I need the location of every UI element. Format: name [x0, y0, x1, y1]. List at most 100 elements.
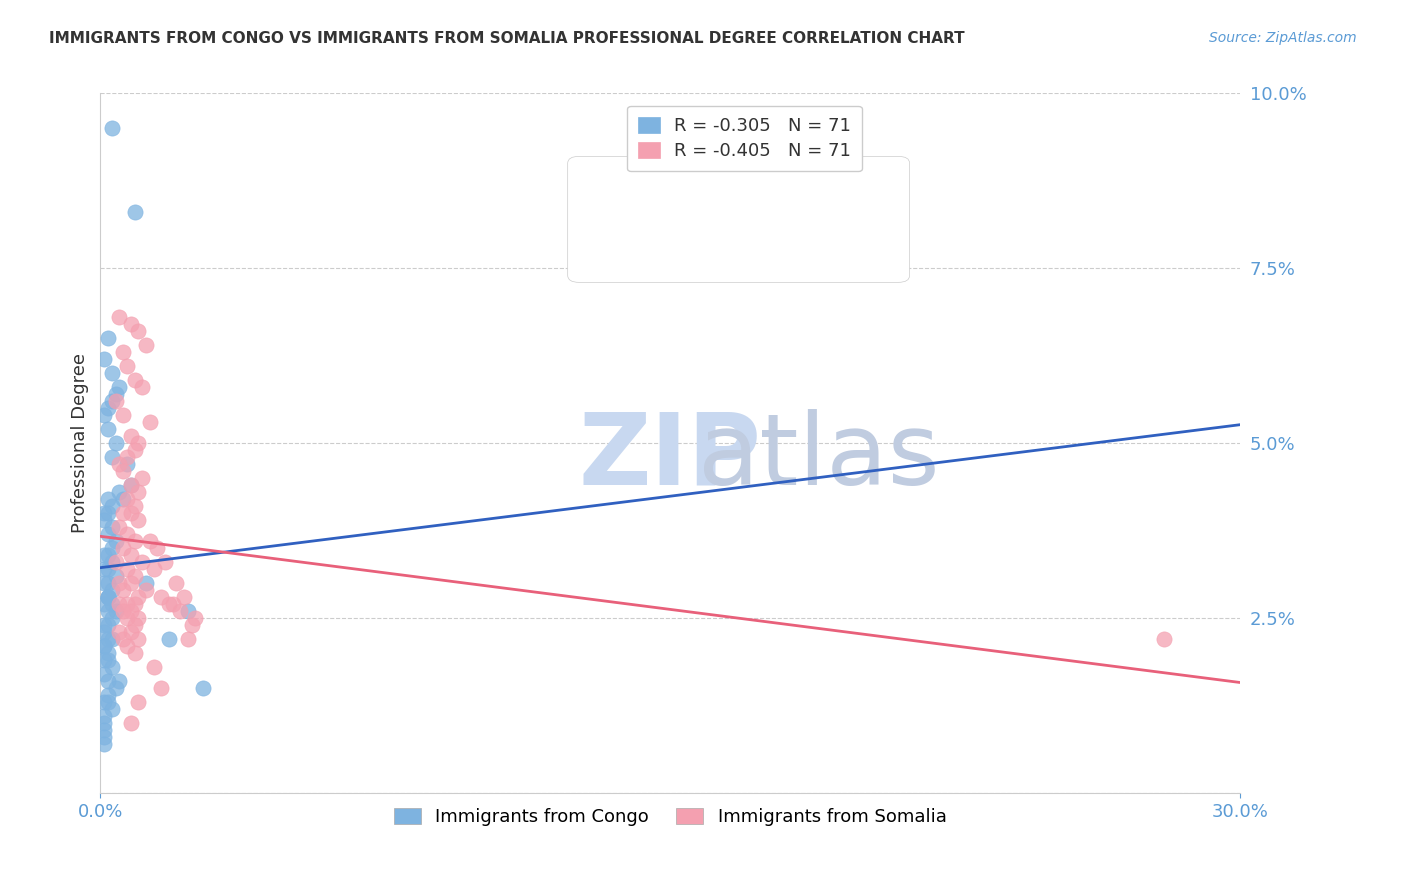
Point: [135, 583, 157, 598]
Point: [100, 583, 122, 598]
Point: [142, 562, 165, 576]
FancyBboxPatch shape: [568, 156, 910, 283]
Point: [108, 310, 131, 325]
Point: [120, 604, 142, 618]
Text: atlas: atlas: [697, 409, 939, 506]
Point: [100, 500, 122, 514]
Point: [97, 576, 120, 591]
Point: [108, 576, 131, 591]
Point: [124, 618, 146, 632]
Point: [97, 549, 120, 563]
Point: [112, 583, 135, 598]
Point: [100, 367, 122, 381]
Point: [100, 450, 122, 465]
Point: [93, 352, 115, 367]
Point: [97, 689, 120, 703]
Point: [100, 555, 122, 569]
Point: [124, 569, 146, 583]
Text: Source: ZipAtlas.com: Source: ZipAtlas.com: [1209, 31, 1357, 45]
Point: [104, 394, 127, 409]
Point: [108, 458, 131, 472]
Point: [131, 471, 153, 485]
Point: [120, 318, 142, 332]
Point: [97, 591, 120, 605]
Point: [124, 534, 146, 549]
Point: [120, 478, 142, 492]
Point: [104, 387, 127, 401]
Point: [93, 576, 115, 591]
Point: [93, 513, 115, 527]
Point: [93, 640, 115, 654]
Point: [97, 653, 120, 667]
Point: [100, 541, 122, 556]
Point: [104, 436, 127, 450]
Point: [131, 380, 153, 394]
Point: [153, 555, 176, 569]
Point: [97, 674, 120, 689]
Legend: Immigrants from Congo, Immigrants from Somalia: Immigrants from Congo, Immigrants from S…: [387, 801, 953, 833]
Point: [112, 492, 135, 507]
Point: [115, 450, 138, 465]
Point: [120, 716, 142, 731]
Point: [93, 667, 115, 681]
Point: [139, 415, 162, 429]
Point: [100, 660, 122, 674]
Point: [93, 640, 115, 654]
Point: [108, 520, 131, 534]
Point: [184, 611, 207, 625]
Point: [127, 611, 149, 625]
Point: [100, 702, 122, 716]
Point: [120, 507, 142, 521]
Point: [173, 591, 195, 605]
Point: [104, 604, 127, 618]
Point: [93, 618, 115, 632]
Point: [104, 534, 127, 549]
Point: [97, 632, 120, 647]
Point: [169, 604, 191, 618]
Point: [108, 485, 131, 500]
Point: [97, 401, 120, 416]
Point: [124, 598, 146, 612]
Point: [100, 632, 122, 647]
Point: [124, 646, 146, 660]
Point: [104, 555, 127, 569]
Point: [104, 681, 127, 696]
Point: [115, 458, 138, 472]
Point: [162, 598, 184, 612]
Point: [100, 121, 122, 136]
Point: [97, 618, 120, 632]
Point: [191, 681, 214, 696]
Point: [93, 625, 115, 640]
Point: [97, 527, 120, 541]
Point: [120, 549, 142, 563]
Point: [142, 660, 165, 674]
Point: [97, 646, 120, 660]
Point: [127, 485, 149, 500]
Point: [124, 500, 146, 514]
Point: [177, 604, 200, 618]
Point: [135, 338, 157, 352]
Point: [108, 380, 131, 394]
Point: [157, 632, 180, 647]
Point: [115, 598, 138, 612]
Point: [93, 653, 115, 667]
Point: [115, 611, 138, 625]
Point: [97, 507, 120, 521]
Point: [108, 598, 131, 612]
Point: [146, 541, 169, 556]
Point: [93, 709, 115, 723]
Point: [120, 576, 142, 591]
Point: [93, 549, 115, 563]
Point: [1153, 632, 1175, 647]
Point: [112, 409, 135, 423]
Point: [177, 632, 200, 647]
Point: [97, 695, 120, 709]
Point: [165, 576, 187, 591]
Point: [104, 569, 127, 583]
Point: [127, 632, 149, 647]
Point: [127, 324, 149, 338]
Point: [112, 345, 135, 359]
Text: ZIP: ZIP: [579, 409, 762, 506]
Point: [93, 507, 115, 521]
Point: [120, 478, 142, 492]
